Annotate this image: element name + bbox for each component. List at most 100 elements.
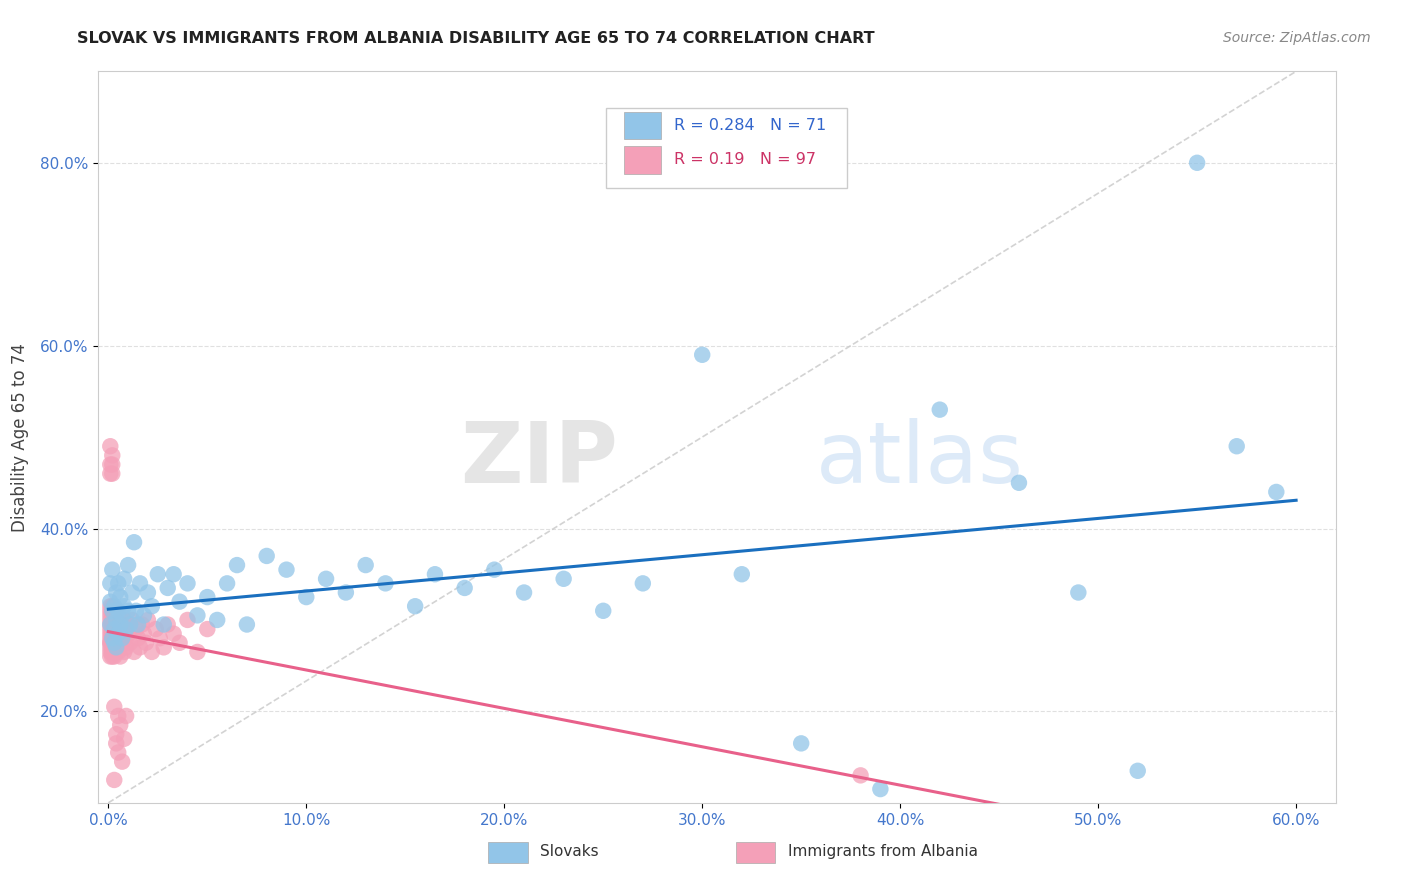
Point xyxy=(103,640,125,655)
Point xyxy=(152,640,174,655)
Point xyxy=(103,617,125,632)
Text: SLOVAK VS IMMIGRANTS FROM ALBANIA DISABILITY AGE 65 TO 74 CORRELATION CHART: SLOVAK VS IMMIGRANTS FROM ALBANIA DISABI… xyxy=(77,31,875,46)
Point xyxy=(195,590,218,604)
Point xyxy=(256,549,278,563)
Point xyxy=(404,599,426,614)
Point xyxy=(111,636,134,650)
Point xyxy=(1265,485,1288,500)
Text: Source: ZipAtlas.com: Source: ZipAtlas.com xyxy=(1223,31,1371,45)
Point xyxy=(354,558,377,573)
Point xyxy=(105,640,128,655)
Point xyxy=(101,649,124,664)
Point xyxy=(163,626,186,640)
Point xyxy=(103,699,125,714)
Point xyxy=(101,467,124,481)
Point xyxy=(553,572,575,586)
Point xyxy=(131,617,153,632)
Point xyxy=(790,736,813,750)
Point xyxy=(101,632,124,646)
Point xyxy=(112,613,135,627)
Point xyxy=(103,613,125,627)
Text: R = 0.19   N = 97: R = 0.19 N = 97 xyxy=(673,153,815,168)
Point xyxy=(107,576,129,591)
Point xyxy=(129,640,152,655)
Point xyxy=(108,617,131,632)
Point xyxy=(335,585,357,599)
Point xyxy=(121,613,143,627)
Point xyxy=(115,709,138,723)
Point xyxy=(117,626,139,640)
Text: ZIP: ZIP xyxy=(460,417,619,500)
Point xyxy=(107,617,129,632)
Point xyxy=(690,348,713,362)
Point xyxy=(103,604,125,618)
Point xyxy=(98,613,121,627)
Point xyxy=(103,636,125,650)
Point xyxy=(163,567,186,582)
Text: R = 0.284   N = 71: R = 0.284 N = 71 xyxy=(673,118,825,133)
Point xyxy=(107,709,129,723)
Point xyxy=(107,626,129,640)
FancyBboxPatch shape xyxy=(606,108,846,188)
Point xyxy=(145,622,167,636)
Point xyxy=(105,727,128,741)
Point xyxy=(98,645,121,659)
Point xyxy=(98,640,121,655)
Point xyxy=(103,649,125,664)
Point xyxy=(108,649,131,664)
Point xyxy=(120,617,142,632)
Point xyxy=(101,626,124,640)
Point xyxy=(98,467,121,481)
Point xyxy=(108,622,131,636)
Point xyxy=(107,746,129,760)
Point xyxy=(169,636,191,650)
Point xyxy=(186,608,208,623)
Point xyxy=(101,626,124,640)
Point xyxy=(98,617,121,632)
Point xyxy=(101,640,124,655)
Point xyxy=(103,772,125,787)
Point xyxy=(117,604,139,618)
Point xyxy=(111,608,134,623)
Point xyxy=(105,585,128,599)
Point xyxy=(484,563,506,577)
Point xyxy=(101,448,124,462)
Point xyxy=(108,613,131,627)
Point xyxy=(295,590,318,604)
Point xyxy=(98,604,121,618)
Point xyxy=(98,458,121,472)
Point xyxy=(169,594,191,608)
Point xyxy=(374,576,396,591)
Point xyxy=(112,645,135,659)
Point xyxy=(98,576,121,591)
Point xyxy=(112,572,135,586)
Point xyxy=(1126,764,1149,778)
Point xyxy=(1185,155,1208,169)
Point xyxy=(103,636,125,650)
Point xyxy=(115,640,138,655)
Point xyxy=(103,645,125,659)
Point xyxy=(101,599,124,614)
Point xyxy=(731,567,754,582)
Point xyxy=(98,622,121,636)
Point xyxy=(101,458,124,472)
Point xyxy=(115,622,138,636)
Point xyxy=(107,604,129,618)
Point xyxy=(141,599,163,614)
Point xyxy=(152,617,174,632)
Point xyxy=(226,558,249,573)
Point xyxy=(98,599,121,614)
Point xyxy=(132,608,155,623)
Point xyxy=(105,613,128,627)
Point xyxy=(108,590,131,604)
Point xyxy=(101,604,124,618)
Point xyxy=(105,645,128,659)
Point xyxy=(101,563,124,577)
Point xyxy=(107,636,129,650)
Point xyxy=(117,558,139,573)
Point xyxy=(121,585,143,599)
Point xyxy=(186,645,208,659)
Point xyxy=(108,718,131,732)
Point xyxy=(107,632,129,646)
Point xyxy=(141,645,163,659)
